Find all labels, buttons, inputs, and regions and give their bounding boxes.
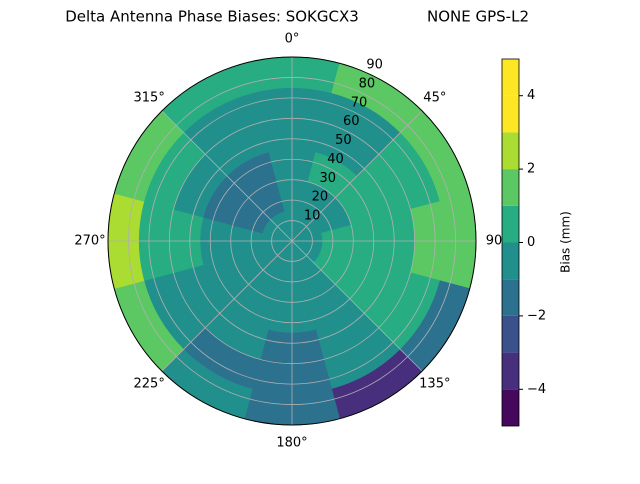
theta-tick-label: 315° xyxy=(134,91,165,106)
colorbar-segment xyxy=(502,169,519,206)
chart-subtitle: NONE GPS-L2 xyxy=(427,8,529,26)
theta-tick-label: 45° xyxy=(423,91,446,106)
colorbar-segment xyxy=(502,59,519,96)
r-tick-label: 60 xyxy=(343,114,360,129)
theta-grid-line xyxy=(161,240,293,372)
colorbar-segment xyxy=(502,95,519,133)
theta-grid-line xyxy=(291,110,423,242)
chart-title: Delta Antenna Phase Biases: SOKGCX3 xyxy=(65,8,359,26)
colorbar-tick-label: −2 xyxy=(527,308,546,323)
r-tick-label: 70 xyxy=(351,95,368,110)
colorbar-segment xyxy=(502,279,519,316)
colorbar-segment xyxy=(502,315,519,353)
theta-grid-line xyxy=(291,240,423,372)
r-tick-label: 20 xyxy=(312,190,329,205)
theta-tick-label: 90 xyxy=(486,234,503,249)
theta-tick-label: 225° xyxy=(134,376,165,391)
r-tick-label: 40 xyxy=(327,152,344,167)
colorbar-segment xyxy=(502,242,519,280)
colorbar-segment xyxy=(502,389,519,426)
colorbar-label: Bias (mm) xyxy=(559,211,573,273)
plot-border xyxy=(107,56,477,426)
r-tick-label: 80 xyxy=(359,76,376,91)
theta-tick-label: 180° xyxy=(276,436,307,451)
colorbar-tick-label: −4 xyxy=(527,382,546,397)
colorbar-segment xyxy=(502,132,519,170)
colorbar-tick-label: 2 xyxy=(527,162,535,177)
r-tick-label: 10 xyxy=(304,209,321,224)
theta-grid-line xyxy=(161,110,293,242)
r-tick-label: 30 xyxy=(319,171,336,186)
colorbar-tick-label: 0 xyxy=(527,235,535,250)
colorbar-segment xyxy=(502,205,519,243)
theta-tick-label: 270° xyxy=(74,234,105,249)
colorbar-tick-label: 4 xyxy=(527,88,535,103)
r-tick-label: 50 xyxy=(335,133,352,148)
theta-tick-label: 135° xyxy=(419,376,450,391)
theta-tick-label: 0° xyxy=(285,32,300,47)
colorbar-segment xyxy=(502,352,519,390)
r-tick-label: 90 xyxy=(366,58,383,73)
